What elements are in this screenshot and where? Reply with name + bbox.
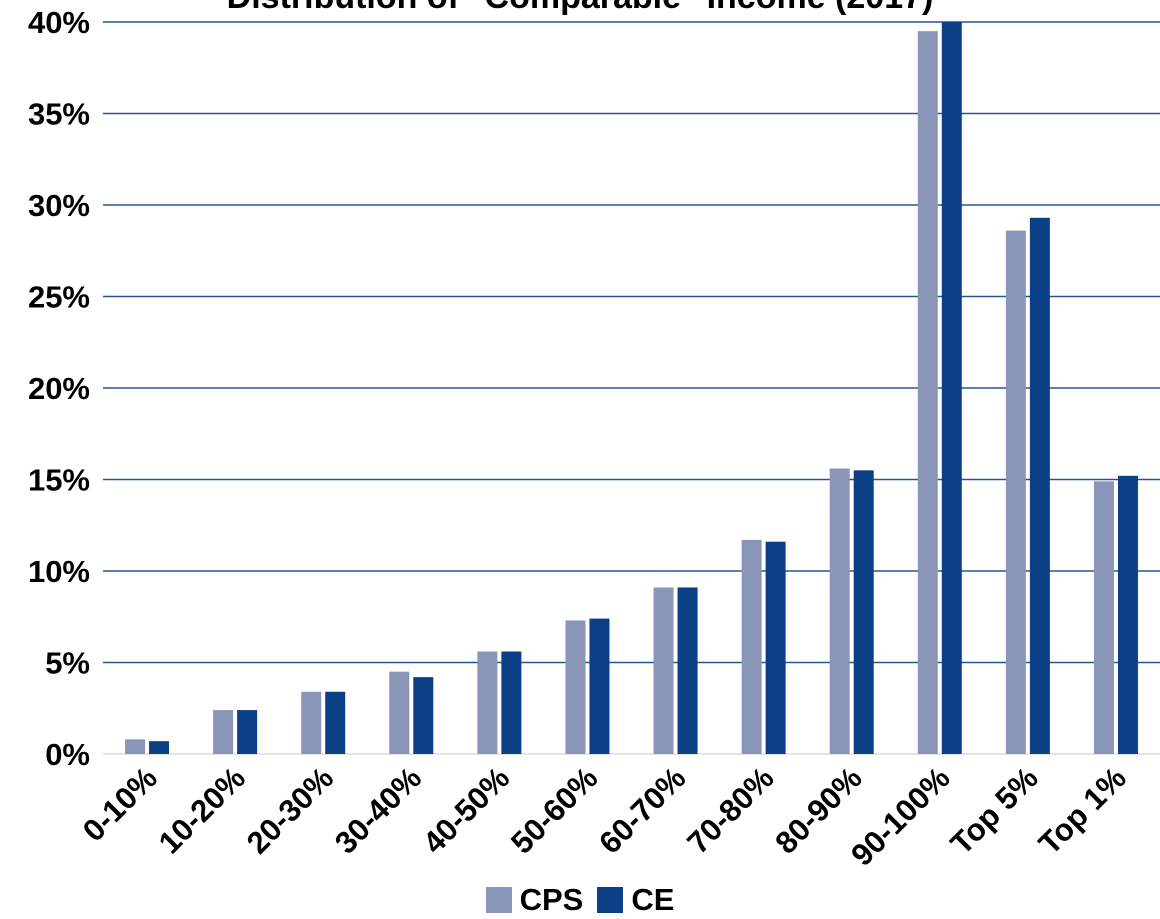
bar-ce [325,691,346,754]
bar-ce [589,618,610,754]
bar-ce [853,470,874,754]
legend-swatch-ce [597,886,624,913]
legend-item-cps: CPS [485,882,584,917]
x-tick-label: 60-70% [592,760,692,860]
bar-cps [917,31,938,754]
bar-cps [125,739,146,754]
chart-title: Distribution of "Comparable" Income (201… [0,0,1160,17]
legend-item-ce: CE [597,884,674,915]
y-tick-label: 40% [28,5,90,40]
bar-cps [565,620,586,754]
bar-cps [213,710,234,754]
y-tick-label: 5% [45,646,90,681]
x-tick-label: 30-40% [328,760,428,860]
bars [125,22,1138,754]
y-tick-label: 25% [28,280,90,315]
bar-ce [941,22,962,754]
bar-cps [741,539,762,754]
y-tick-label: 15% [28,463,90,498]
x-tick-label: Top 1% [1032,760,1133,861]
bar-ce [501,651,522,754]
gridlines [103,21,1160,755]
y-axis-ticks: 0% 5% 10% 15% 20% 25% 30% 35% 40% [28,5,90,772]
y-tick-label: 35% [28,97,90,132]
legend-label-ce: CE [631,882,675,917]
x-tick-label: 90-100% [844,760,956,872]
x-tick-label: 0-10% [76,760,164,848]
bar-ce [1029,217,1050,754]
bar-ce [677,587,698,754]
bar-ce [413,677,434,754]
legend-swatch-cps [485,886,512,913]
bar-ce [237,710,258,754]
bar-cps [653,587,674,754]
bar-ce [1117,475,1138,754]
x-tick-label: 40-50% [416,760,516,860]
x-tick-label: 50-60% [504,760,604,860]
bar-cps [477,651,498,754]
bar-cps [301,691,322,754]
x-tick-label: 70-80% [680,760,780,860]
x-tick-label: 20-30% [240,760,340,860]
legend: CPS CE [0,884,1160,915]
bar-ce [765,541,786,754]
bar-cps [389,671,410,754]
x-tick-label: 10-20% [152,760,252,860]
x-axis-ticks: 0-10%10-20%20-30%30-40%40-50%50-60%60-70… [76,760,1133,872]
bar-cps [1093,481,1114,754]
y-tick-label: 10% [28,554,90,589]
x-tick-label: Top 5% [944,760,1045,861]
legend-label-cps: CPS [519,882,584,917]
bar-cps [829,468,850,754]
y-tick-label: 0% [45,737,90,772]
bar-cps [1005,230,1026,754]
bar-ce [149,741,170,754]
y-tick-label: 30% [28,188,90,223]
y-tick-label: 20% [28,371,90,406]
bar-chart: 0% 5% 10% 15% 20% 25% 30% 35% 40% 0-10%10-20%20-… [28,5,1160,873]
